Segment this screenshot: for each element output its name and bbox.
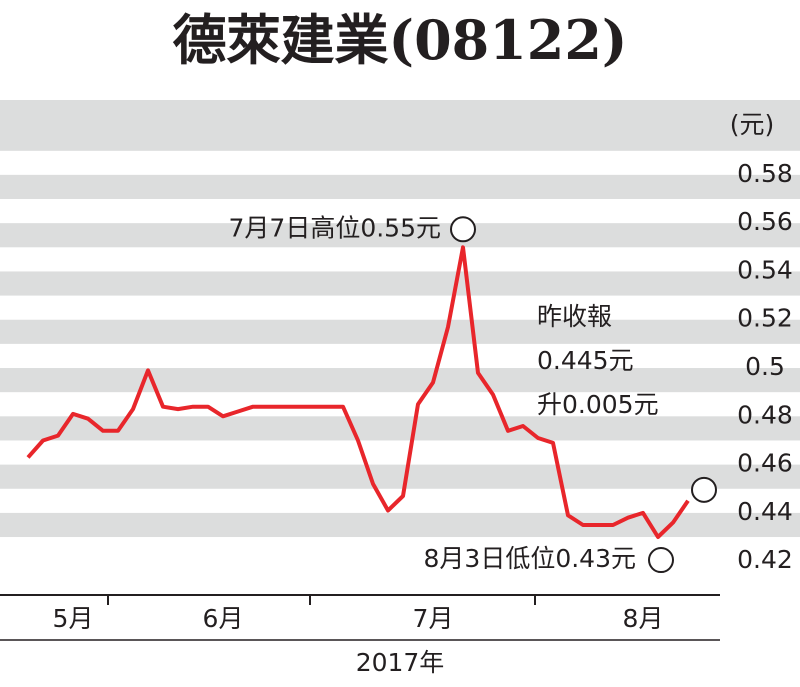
grid-band — [0, 464, 800, 489]
chart-title: 德萊建業(08122) — [173, 8, 628, 72]
x-tick-label: 6月 — [203, 604, 244, 633]
annotation: 7月7日高位0.55元 — [229, 213, 441, 242]
y-tick-label: 0.42 — [737, 545, 793, 574]
background-bands — [0, 100, 800, 538]
grid-band — [0, 319, 800, 344]
y-tick-label: 0.52 — [737, 304, 793, 333]
x-axis-label: 2017年 — [356, 648, 445, 677]
price-line — [26, 245, 690, 539]
annotation: 0.445元 — [537, 346, 634, 375]
grid-band — [0, 271, 800, 296]
x-tick-label: 7月 — [413, 604, 454, 633]
y-tick-label: 0.48 — [737, 400, 793, 429]
y-tick-label: 0.44 — [737, 497, 793, 526]
y-tick-label: 0.56 — [737, 207, 793, 236]
x-tick-label: 8月 — [623, 604, 664, 633]
annotation-marker — [450, 216, 476, 243]
unit-label: (元) — [730, 110, 775, 139]
y-tick-label: 0.58 — [737, 159, 793, 188]
grid-band — [0, 416, 800, 441]
annotation: 8月3日低位0.43元 — [424, 544, 636, 573]
annotation-marker — [691, 476, 717, 503]
grid-band — [0, 174, 800, 199]
grid-band — [0, 100, 800, 151]
grid-band — [0, 368, 800, 393]
y-tick-label: 0.46 — [737, 449, 793, 478]
y-tick-label: 0.54 — [737, 255, 793, 284]
annotation: 升0.005元 — [537, 390, 659, 419]
grid-band — [0, 223, 800, 248]
y-tick-label: 0.5 — [745, 352, 785, 381]
annotation-marker — [648, 547, 674, 574]
annotation: 昨收報 — [537, 302, 612, 331]
grid-band — [0, 512, 800, 538]
x-tick-label: 5月 — [53, 604, 94, 633]
